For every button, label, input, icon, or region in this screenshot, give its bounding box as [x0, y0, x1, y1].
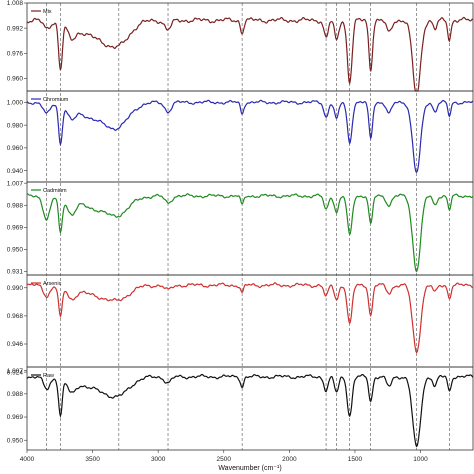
- y-tick-label: 0.992: [7, 25, 24, 32]
- legend-label: Cadmium: [43, 188, 67, 194]
- panel-arsenic: 0.990 0.968 0.946 0.924 Arsenic: [7, 274, 474, 376]
- series-line: [26, 99, 474, 174]
- y-tick-label: 0.988: [7, 202, 24, 209]
- panel-frame: [26, 90, 474, 183]
- y-tick-label: 1.000: [7, 100, 24, 107]
- y-tick-label: 0.924: [7, 369, 24, 376]
- panel-mix: 1.008 0.992 0.976 0.960 Mix: [7, 0, 474, 92]
- legend-label: Raw: [43, 373, 54, 379]
- y-tick-label: 0.980: [7, 122, 24, 129]
- x-axis-label: Wavenumber (cm⁻¹): [218, 465, 281, 472]
- y-tick-label: 0.969: [7, 225, 24, 232]
- panel-frame: [26, 2, 474, 92]
- legend-label: Chromium: [43, 97, 69, 103]
- y-tick-label: 0.988: [7, 391, 24, 398]
- y-tick-label: 1.008: [7, 0, 24, 7]
- y-tick-label: 1.007: [7, 368, 24, 375]
- x-tick-label: 4000: [20, 456, 35, 463]
- panel-frame: [26, 366, 474, 451]
- legend-label: Mix: [43, 9, 52, 15]
- panel-chromium: 1.000 0.980 0.960 0.940 Chromium: [7, 90, 474, 183]
- y-tick-label: 0.968: [7, 313, 24, 320]
- y-tick-label: 0.931: [7, 269, 24, 276]
- x-tick-label: 3500: [85, 456, 100, 463]
- panel-frame: [26, 274, 474, 368]
- y-tick-label: 0.950: [7, 247, 24, 254]
- panel-raw: 1.007 0.988 0.969 0.950 Raw: [7, 366, 474, 451]
- series-line: [26, 193, 474, 273]
- y-tick-label: 0.969: [7, 414, 24, 421]
- x-tick-label: 1500: [348, 456, 363, 463]
- y-tick-label: 0.960: [7, 76, 24, 83]
- x-tick-label: 1000: [413, 456, 428, 463]
- y-tick-label: 0.960: [7, 145, 24, 152]
- y-tick-label: 0.946: [7, 341, 24, 348]
- x-tick-label: 3000: [151, 456, 166, 463]
- series-line: [26, 373, 474, 448]
- x-tick-label: 2000: [282, 456, 297, 463]
- panel-frame: [26, 181, 474, 276]
- y-tick-label: 0.976: [7, 50, 24, 57]
- y-tick-label: 0.950: [7, 437, 24, 444]
- legend-label: Arsenic: [43, 281, 62, 287]
- y-tick-label: 0.940: [7, 168, 24, 175]
- series-line: [26, 282, 473, 354]
- y-tick-label: 1.007: [7, 180, 24, 187]
- series-line: [26, 16, 474, 92]
- panel-cadmium: 1.007 0.988 0.969 0.950 0.931 Cadmium: [7, 180, 474, 276]
- x-tick-label: 2500: [217, 456, 232, 463]
- y-tick-label: 0.990: [7, 285, 24, 292]
